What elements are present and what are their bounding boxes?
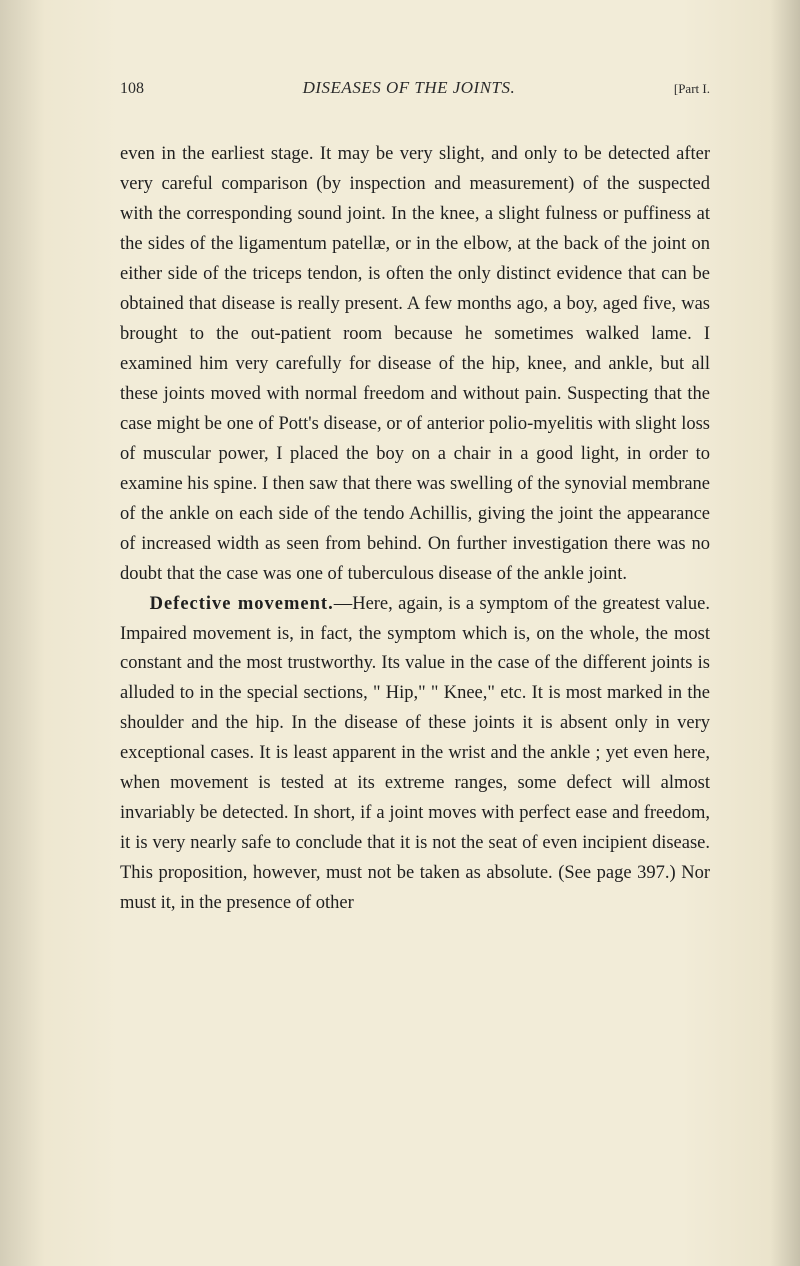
page-number: 108 [120, 80, 144, 98]
defective-movement-heading: Defective movement. [150, 594, 334, 614]
page-header: 108 DISEASES OF THE JOINTS. [Part I. [120, 78, 710, 98]
paragraph-1: even in the earliest stage. It may be ve… [120, 140, 710, 590]
body-text-container: even in the earliest stage. It may be ve… [120, 140, 710, 919]
page-container: 108 DISEASES OF THE JOINTS. [Part I. eve… [0, 0, 800, 1266]
part-label: [Part I. [674, 81, 710, 97]
running-title: DISEASES OF THE JOINTS. [303, 78, 516, 98]
paragraph-2: Defective movement.—Here, again, is a sy… [120, 590, 710, 920]
paragraph-2-body: —Here, again, is a symptom of the greate… [120, 594, 710, 914]
